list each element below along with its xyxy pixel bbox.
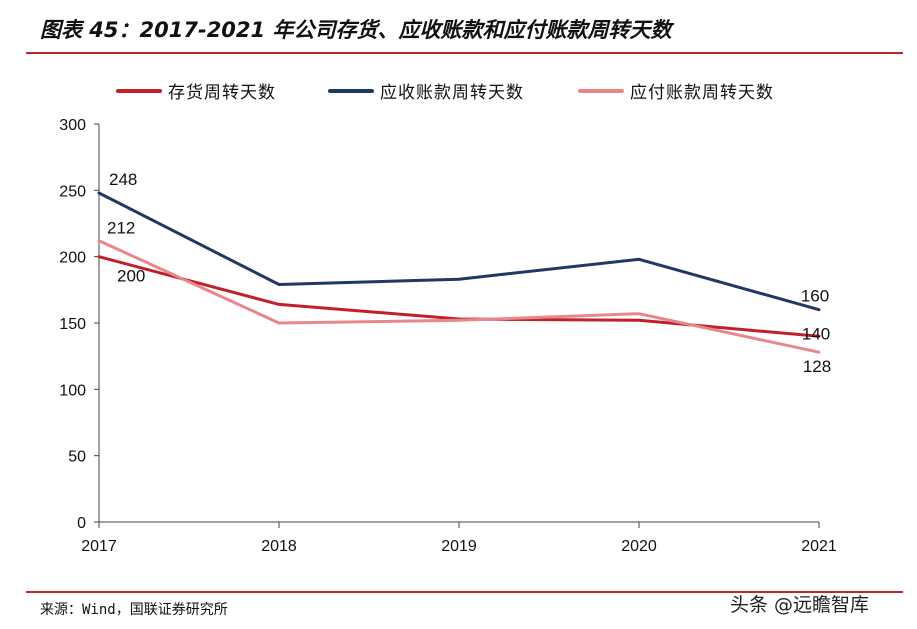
data-label: 160	[801, 287, 829, 306]
data-label: 248	[109, 170, 137, 189]
x-tick-label: 2021	[801, 538, 837, 555]
data-label: 200	[117, 267, 145, 286]
source-note: 来源：Wind，国联证券研究所	[40, 602, 228, 618]
axes: 0 50 100 150 200 250 300 2017 2018 2019 2020 2021	[59, 117, 837, 555]
legend-label-2: 应收账款周转天数	[380, 83, 524, 103]
x-tick-label: 2018	[261, 538, 297, 555]
y-tick-label: 250	[59, 183, 86, 200]
legend: 存货周转天数 应收账款周转天数 应付账款周转天数	[116, 83, 774, 103]
chart-title: 图表 45：2017-2021 年公司存货、应收账款和应付账款周转天数	[40, 18, 672, 42]
x-tick-label: 2020	[621, 538, 657, 555]
data-label: 212	[107, 219, 135, 238]
data-label: 140	[802, 324, 830, 343]
legend-label-3: 应付账款周转天数	[630, 83, 774, 103]
series-line-2	[97, 191, 821, 312]
y-tick-label: 0	[77, 515, 86, 532]
title-divider	[26, 52, 903, 54]
series-line-1	[97, 255, 821, 338]
footer-divider	[26, 591, 903, 593]
data-label: 128	[803, 357, 831, 376]
series-lines	[97, 191, 821, 354]
series-line-3	[97, 239, 821, 354]
data-labels: 200 140 248 160 212 128	[107, 170, 831, 376]
watermark: 头条 @远瞻智库	[730, 594, 870, 616]
y-tick-label: 100	[59, 382, 86, 399]
y-tick-label: 300	[59, 117, 86, 134]
y-tick-label: 150	[59, 316, 86, 333]
y-tick-label: 50	[68, 449, 86, 466]
x-tick-label: 2019	[441, 538, 477, 555]
legend-label-1: 存货周转天数	[168, 83, 276, 103]
y-tick-label: 200	[59, 250, 86, 267]
x-tick-label: 2017	[81, 538, 117, 555]
